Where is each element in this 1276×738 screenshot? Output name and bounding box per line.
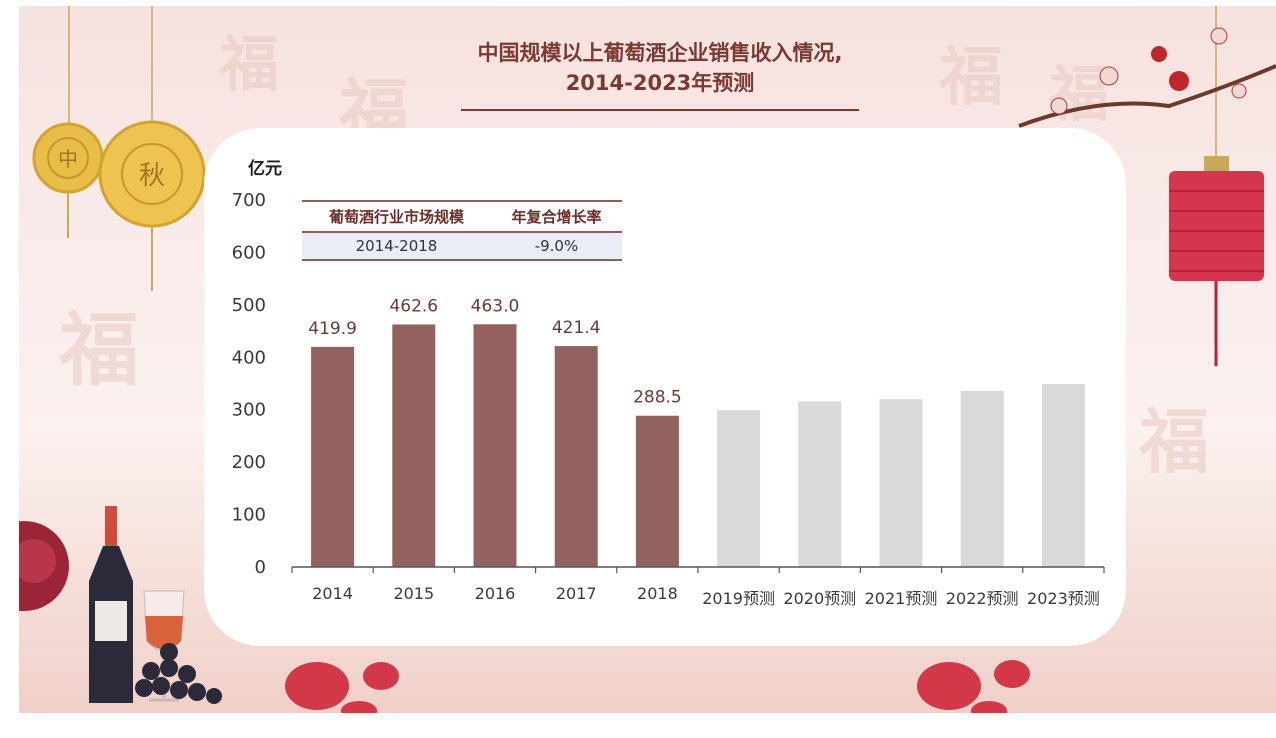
y-axis: 亿元 0 100 200 300 400 500 600 700 [232,158,282,578]
bg-glyph: 福 [219,30,279,100]
x-tick-label: 2015 [393,584,434,603]
cagr-table-cell: 2014-2018 [302,232,491,261]
x-tick-label: 2023预测 [1027,589,1100,608]
y-axis-unit-label: 亿元 [248,158,282,179]
cagr-table: 葡萄酒行业市场规模 年复合增长率 2014-2018 -9.0% [302,200,622,261]
bg-glyph: 福 [939,40,1003,115]
cagr-table-header-row: 葡萄酒行业市场规模 年复合增长率 [302,200,622,233]
chart-title-line-1: 中国规模以上葡萄酒企业销售收入情况, [477,41,843,65]
forecast-bar [1041,384,1085,567]
bars: 419.9 462.6 463.0 421.4 288.5 [308,296,1085,567]
bar-data-label: 421.4 [552,318,601,338]
forecast-bar [717,410,761,567]
bottom-lantern-right-icon [917,660,1030,713]
cagr-table-row: 2014-2018 -9.0% [302,232,622,261]
y-tick-label: 0 [255,557,266,578]
bottom-lantern-left-icon [285,662,399,713]
bar-data-label: 462.6 [389,296,438,316]
actual-bar [473,324,517,567]
forecast-bar [798,401,842,567]
x-tick-label: 2019预测 [702,589,775,608]
bg-glyph: 福 [1139,400,1209,483]
cagr-table-header: 葡萄酒行业市场规模 [302,200,491,233]
bg-glyph: 福 [59,303,139,397]
wine-bottle-icon [89,506,133,703]
x-tick-label: 2021预测 [865,589,938,608]
actual-bar [392,324,436,567]
forecast-bar [960,390,1004,567]
y-tick-label: 600 [232,242,266,263]
cagr-table-cell: -9.0% [490,232,622,261]
bar-data-label: 288.5 [633,388,682,408]
bar-data-label: 463.0 [471,296,520,316]
x-tick-label: 2014 [312,584,353,603]
bg-glyph: 福 [1049,60,1109,130]
bar-data-label: 419.9 [308,319,357,339]
forecast-bar [879,399,923,567]
x-tick-label: 2018 [637,584,678,603]
y-tick-label: 500 [232,295,266,316]
x-tick-label: 2022预测 [946,589,1019,608]
cagr-table-header: 年复合增长率 [490,200,622,233]
x-tick-label: 2020预测 [783,589,856,608]
y-tick-label: 400 [232,347,266,368]
decoration-layer: 中 秋 [19,6,1276,713]
actual-bar [635,415,679,567]
title-underline [461,109,859,111]
x-tick-label: 2017 [556,584,597,603]
red-lantern-icon [1169,156,1264,366]
chart-title: 中国规模以上葡萄酒企业销售收入情况, 2014-2023年预测 [420,38,900,98]
y-tick-label: 700 [232,190,266,211]
y-tick-label: 200 [232,452,266,473]
mooncake-left-char: 中 [58,147,78,171]
y-tick-label: 100 [232,505,266,526]
actual-bar [554,346,598,567]
plum-blossom-branch-icon [1018,27,1276,128]
chart-title-line-2: 2014-2023年预测 [565,71,755,95]
x-axis: 2014 2015 2016 2017 2018 2019预测 2020预测 2021预测 20… [291,566,1105,608]
y-tick-label: 300 [232,400,266,421]
red-flower-icon [19,521,69,611]
mooncake-right-char: 秋 [139,161,165,191]
x-tick-label: 2016 [475,584,516,603]
grapes-icon [135,643,222,704]
actual-bar [311,346,355,567]
